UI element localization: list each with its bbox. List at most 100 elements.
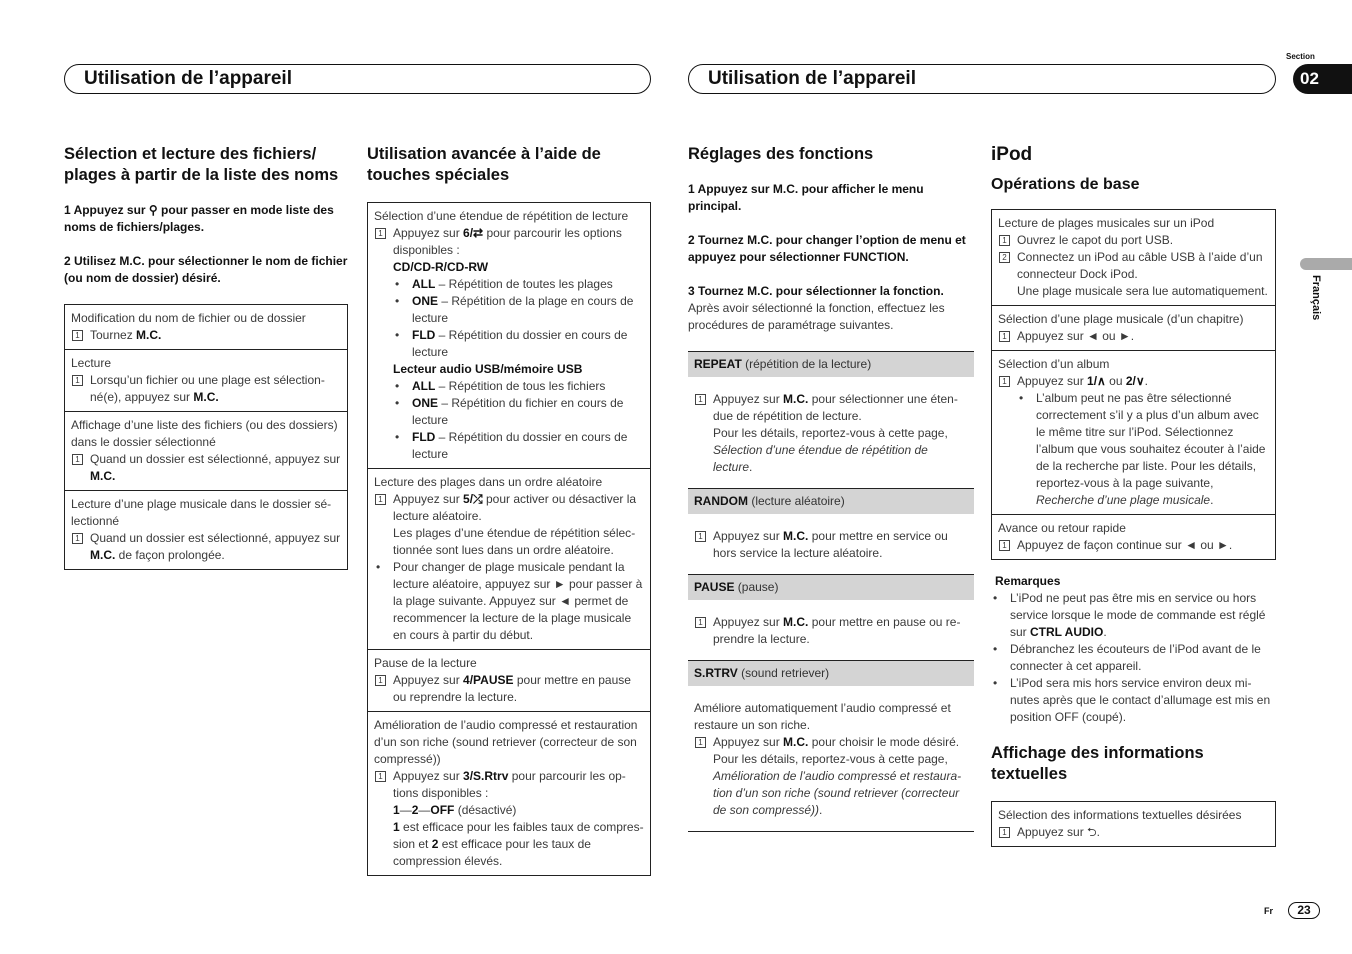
instruction-step: 3 Tournez M.C. pour sélectionner la fonc… xyxy=(688,284,944,298)
bold-text: M.C. xyxy=(783,735,809,749)
step-number-icon: 1 xyxy=(999,376,1010,387)
box-row-title: Avance ou retour rapide xyxy=(998,521,1126,535)
list-item: Pour les détails, reportez-vous à cette … xyxy=(713,426,948,474)
numbered-step: 1 Appuyez sur 4/PAUSE pour mettre en paus… xyxy=(374,672,644,706)
column-2: Utilisation avancée à l’aide de touches … xyxy=(367,144,651,893)
bold-text: 2/∨ xyxy=(1125,374,1145,388)
box-row-title: Amélioration de l’audio compressé et res… xyxy=(374,718,638,766)
list-item: L’album peut ne pas être sélectionné cor… xyxy=(998,390,1269,509)
step-number-icon: 1 xyxy=(375,771,386,782)
bold-text: 3/S.Rtrv xyxy=(463,769,509,783)
numbered-step: 1 Appuyez sur M.C. pour mettre en pause o… xyxy=(694,614,968,648)
list-item: L’iPod sera mis hors service environ deu… xyxy=(991,675,1276,726)
bold-text: 2 xyxy=(431,837,439,851)
bold-text: 2 xyxy=(411,803,419,817)
bold-text: ONE xyxy=(412,396,439,410)
list-item: FLD – Répétition du dossier en cours de … xyxy=(374,327,644,361)
list-item: ONE – Répétition de la plage en cours de… xyxy=(374,293,644,327)
section-heading: Affichage des informations textuelles xyxy=(991,744,1204,783)
column-4: iPod Opérations de base Lecture de plages … xyxy=(991,144,1276,864)
info-box-row: Sélection d’un album 1 Appuyez sur 1/∧ ou … xyxy=(992,350,1275,514)
bold-text: FLD xyxy=(412,430,436,444)
function-setting: S.RTRV (sound retriever) Améliore automat… xyxy=(688,660,974,825)
italic-text: Recherche d’une plage musicale xyxy=(1036,493,1211,507)
function-title-bar: S.RTRV (sound retriever) xyxy=(688,660,974,686)
box-row-title: Pause de la lecture xyxy=(374,656,477,670)
page-title-right: Utilisation de l’appareil xyxy=(708,68,916,89)
info-box-row: Lecture 1 Lorsqu’un fichier ou une plage e… xyxy=(65,349,347,411)
info-box-row: Sélection des informations textuelles dé… xyxy=(992,802,1275,846)
bold-text: M.C. xyxy=(193,390,219,404)
bold-text: FLD xyxy=(412,328,436,342)
bold-text: M.C. xyxy=(136,328,162,342)
bold-text: M.C. xyxy=(783,392,809,406)
info-box-row: Amélioration de l’audio compressé et res… xyxy=(368,711,650,875)
bold-text: REPEAT xyxy=(694,357,742,371)
numbered-step: 1 Appuyez sur 3/S.Rtrv pour parcourir les… xyxy=(374,768,644,802)
step-number-icon: 1 xyxy=(375,675,386,686)
box-row-title: Lecture d’une plage musicale dans le dos… xyxy=(71,497,332,528)
info-box-row: Sélection d’une plage musicale (d’un cha… xyxy=(992,305,1275,350)
step-number-icon: 1 xyxy=(695,531,706,542)
bold-text: PAUSE xyxy=(694,580,735,594)
list-item: 1—2—OFF (désactivé) xyxy=(393,803,517,817)
remarks-list: L’iPod ne peut pas être mis en service o… xyxy=(991,590,1276,726)
list-item: Lecteur audio USB/mémoire USB xyxy=(374,361,644,378)
numbered-step: 1 Appuyez sur 1/∧ ou 2/∨. xyxy=(998,373,1269,390)
step-number-icon: 1 xyxy=(72,330,83,341)
numbered-step: 1 Quand un dossier est sélectionné, appuy… xyxy=(71,530,341,564)
function-description: Améliore automatiquement l’audio compres… xyxy=(688,686,974,825)
section-heading: iPod xyxy=(991,144,1033,165)
step-number-icon: 1 xyxy=(695,737,706,748)
list-item: L’iPod ne peut pas être mis en service o… xyxy=(991,590,1276,641)
box-row-title: Améliore automatiquement l’audio compres… xyxy=(694,701,951,732)
bold-text: RANDOM xyxy=(694,494,748,508)
list-item: ALL – Répétition de toutes les plages xyxy=(374,276,644,293)
italic-text: Sé­lection d’une étendue de répétition d… xyxy=(713,443,928,474)
divider xyxy=(688,831,974,832)
bold-text: 6/⇄ xyxy=(463,226,484,240)
language-tab: Français xyxy=(1310,275,1322,321)
bold-text: 1/∧ xyxy=(1087,374,1106,388)
box-row-title: Lecture des plages dans un ordre aléatoi… xyxy=(374,475,603,489)
box-row-title: Sélection d’une étendue de répétition de… xyxy=(374,209,629,223)
step-number-icon: 1 xyxy=(695,617,706,628)
step-number-icon: 1 xyxy=(695,394,706,405)
bold-text: ONE xyxy=(412,294,439,308)
step-number-icon: 1 xyxy=(999,827,1010,838)
function-title-bar: RANDOM (lecture aléatoire) xyxy=(688,488,974,514)
bold-text: 1 xyxy=(393,820,400,834)
box-row-title: Sélection d’une plage musicale (d’un cha… xyxy=(998,312,1244,326)
info-box-row: Pause de la lecture 1 Appuyez sur 4/PAUSE … xyxy=(368,649,650,711)
numbered-step: 1 Appuyez sur ◄ ou ►. xyxy=(998,328,1269,345)
instruction-step: 1 Appuyez sur ⚲ pour passer en mode list… xyxy=(64,203,334,234)
function-setting: PAUSE (pause) 1 Appuyez sur M.C. pour mett… xyxy=(688,574,974,654)
bold-text: OFF xyxy=(430,803,455,817)
info-box-row: Avance ou retour rapide 1 Appuyez de façon… xyxy=(992,514,1275,559)
section-heading: Sélection et lecture des fichiers/ plage… xyxy=(64,145,339,184)
step-number-icon: 1 xyxy=(999,331,1010,342)
bold-text: ALL xyxy=(412,379,436,393)
step-number-icon: 2 xyxy=(999,252,1010,263)
function-description: 1 Appuyez sur M.C. pour sélectionner une … xyxy=(688,377,974,482)
section-heading: Réglages des fonctions xyxy=(688,145,874,163)
italic-text: Amélioration de l’audio compressé et res… xyxy=(713,769,962,817)
section-number: 02 xyxy=(1293,64,1352,94)
function-setting: REPEAT (répétition de la lecture) 1 Appuye… xyxy=(688,351,974,482)
section-heading: Utilisation avancée à l’aide de touches … xyxy=(367,145,601,184)
bold-text: M.C. xyxy=(783,529,809,543)
numbered-step: 1 Appuyez de façon continue sur ◄ ou ►. xyxy=(998,537,1269,554)
numbered-step: 1 Lorsqu’un fichier ou une plage est séle… xyxy=(71,372,341,406)
step-number-icon: 1 xyxy=(999,235,1010,246)
header-left: Utilisation de l’appareil xyxy=(64,64,651,94)
numbered-step: 1 Quand un dossier est sélectionné, appuy… xyxy=(71,451,341,485)
step-number-icon: 1 xyxy=(72,454,83,465)
step-number-icon: 1 xyxy=(375,228,386,239)
instruction-step: 2 Utilisez M.C. pour sélectionner le nom… xyxy=(64,254,348,285)
bold-text: 4/PAUSE xyxy=(463,673,514,687)
list-item: CD/CD-R/CD-RW xyxy=(374,259,644,276)
bold-text: CTRL AUDIO xyxy=(1030,625,1104,639)
language-tab-marker xyxy=(1300,258,1352,270)
function-title-bar: PAUSE (pause) xyxy=(688,574,974,600)
bold-text: 1 xyxy=(393,803,400,817)
